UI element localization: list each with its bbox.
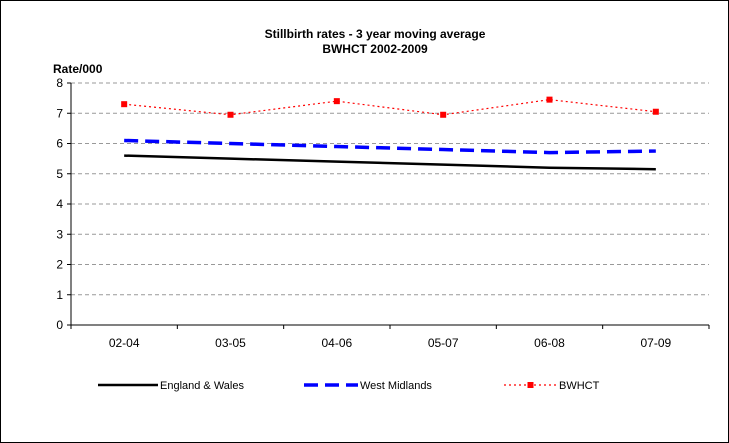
axes — [67, 82, 710, 329]
data-point-marker — [333, 98, 340, 105]
data-point-marker — [227, 111, 234, 118]
legend: England & Wales West Midlands BWHCT — [98, 380, 600, 392]
chart-subtitle: BWHCT 2002-2009 — [322, 42, 428, 56]
data-point-marker — [652, 108, 659, 115]
y-tick-label: 8 — [56, 76, 63, 90]
y-tick-labels: 0 1 2 3 4 5 6 7 8 — [56, 76, 63, 332]
data-point-marker — [121, 101, 128, 108]
y-tick-label: 0 — [56, 318, 63, 332]
y-tick-label: 4 — [56, 197, 63, 211]
chart-title: Stillbirth rates - 3 year moving average — [265, 27, 486, 41]
series-line-0 — [124, 154, 656, 171]
x-tick-label: 05-07 — [428, 336, 459, 350]
legend-label: England & Wales — [160, 380, 244, 392]
legend-label: BWHCT — [559, 380, 600, 392]
x-tick-label: 04-06 — [321, 336, 352, 350]
legend-label: West Midlands — [360, 380, 432, 392]
y-tick-label: 3 — [56, 227, 63, 241]
series-line-2 — [124, 99, 656, 116]
series-line-1 — [124, 138, 656, 155]
data-point-marker — [440, 111, 447, 118]
y-tick-label: 5 — [56, 167, 63, 181]
y-axis-label: Rate/000 — [53, 62, 103, 76]
y-tick-label: 2 — [56, 258, 63, 272]
legend-marker — [527, 382, 534, 388]
y-tick-label: 6 — [56, 137, 63, 151]
data-point-marker — [546, 96, 553, 103]
y-tick-label: 1 — [56, 288, 63, 302]
x-tick-label: 02-04 — [109, 336, 140, 350]
x-tick-labels: 02-04 03-05 04-06 05-07 06-08 07-09 — [109, 336, 672, 350]
x-tick-label: 03-05 — [215, 336, 246, 350]
x-tick-label: 07-09 — [640, 336, 671, 350]
gridlines — [71, 82, 709, 296]
x-tick-label: 06-08 — [534, 336, 565, 350]
y-tick-label: 7 — [56, 106, 63, 120]
series-lines — [121, 96, 659, 171]
